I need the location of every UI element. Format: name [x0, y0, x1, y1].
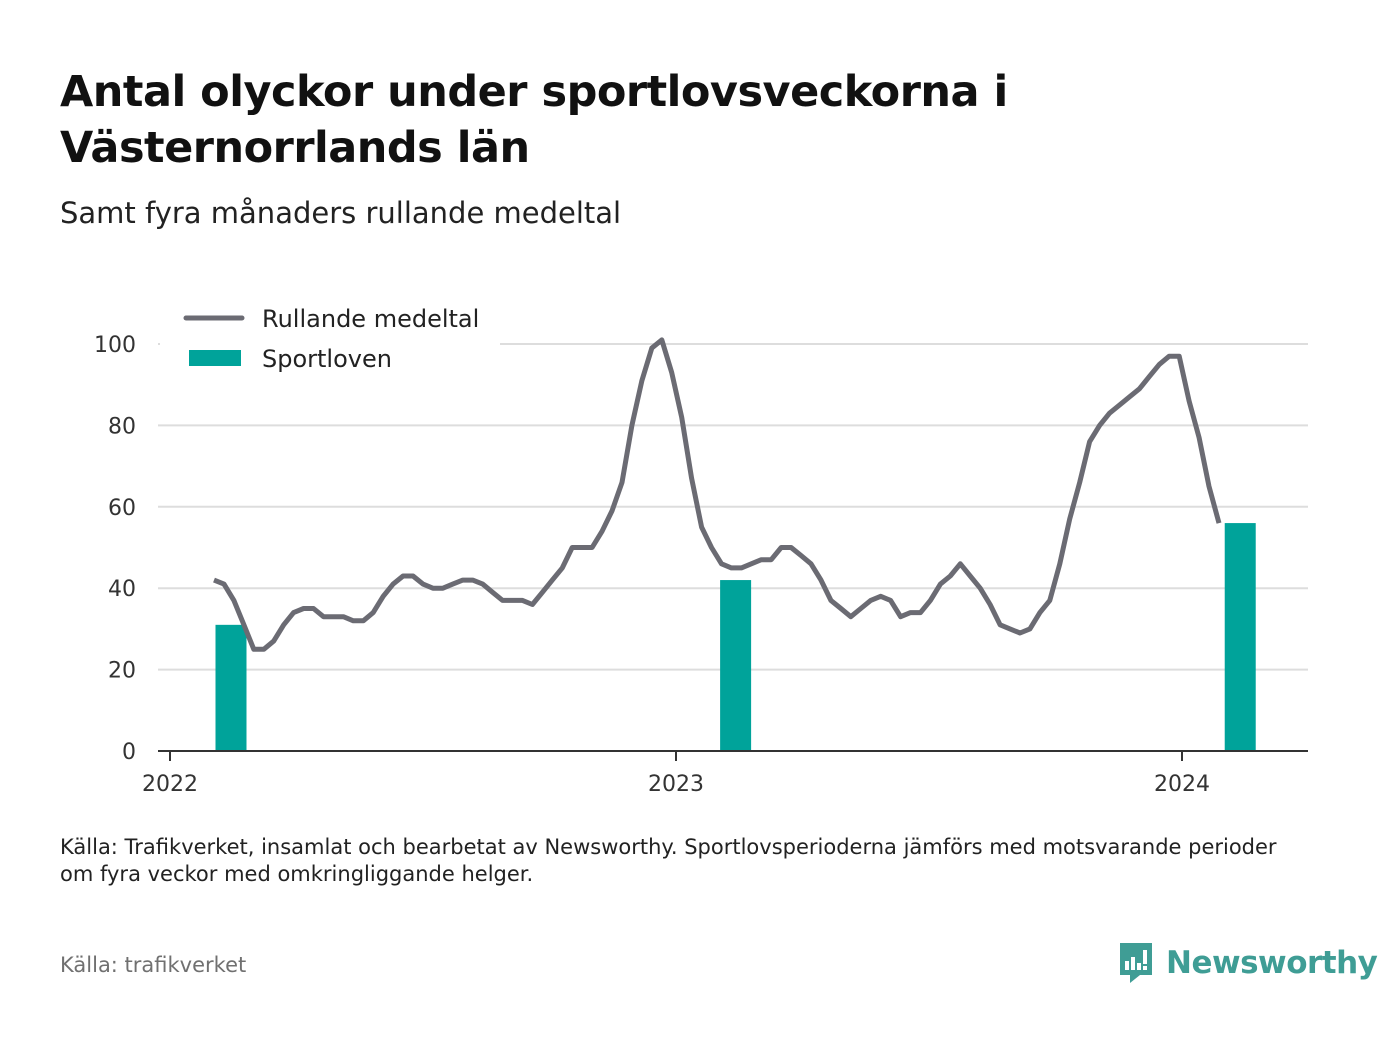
y-tick-label: 100: [94, 333, 136, 358]
brand-name: Newsworthy: [1166, 945, 1378, 981]
legend: Rullande medeltal Sportloven: [160, 300, 500, 382]
bar-sportloven: [1224, 523, 1256, 751]
legend-background: [160, 300, 500, 382]
x-tick-label: 2024: [1154, 772, 1210, 797]
footnote: Källa: Trafikverket, insamlat och bearbe…: [60, 835, 1277, 886]
legend-line-label: Rullande medeltal: [262, 305, 479, 333]
newsworthy-logo-icon: [1120, 943, 1152, 983]
brand: Newsworthy: [1118, 940, 1378, 986]
chart-title: Antal olyckor under sportlovsveckorna i …: [60, 67, 1008, 173]
legend-bar-swatch: [189, 350, 241, 366]
legend-bar-label: Sportloven: [262, 345, 392, 373]
line-rullande-medeltal: [213, 337, 1222, 652]
x-tick-label: 2023: [648, 772, 704, 797]
y-tick-label: 0: [122, 740, 136, 765]
y-tick-label: 80: [108, 414, 136, 439]
chart-subtitle: Samt fyra månaders rullande medeltal: [60, 196, 622, 230]
y-tick-label: 20: [108, 659, 136, 684]
x-tick-label: 2022: [142, 772, 198, 797]
axes: 0 20 40 60 80 100 2022 2023 2024: [94, 333, 1308, 797]
chart-canvas: 0 20 40 60 80 100 2022 2023 2024 Rullande medelt…: [94, 300, 1308, 797]
y-tick-label: 60: [108, 496, 136, 521]
source-label: Källa: trafikverket: [60, 953, 247, 977]
bar-sportloven: [720, 580, 752, 751]
line-path-rullande-medeltal: [213, 337, 1222, 652]
bars-sportloven: [215, 523, 1256, 751]
bar-sportloven: [215, 624, 247, 751]
y-tick-label: 40: [108, 577, 136, 602]
